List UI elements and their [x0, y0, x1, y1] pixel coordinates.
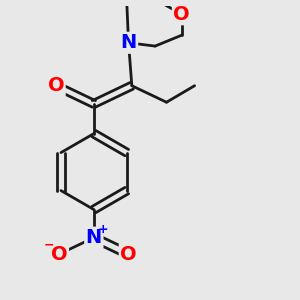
Text: O: O: [173, 5, 190, 24]
Text: O: O: [120, 244, 137, 264]
Text: −: −: [44, 238, 54, 251]
Text: +: +: [98, 223, 108, 236]
Text: O: O: [51, 244, 68, 264]
Text: N: N: [120, 33, 137, 52]
Text: N: N: [86, 228, 102, 247]
Text: O: O: [48, 76, 64, 95]
